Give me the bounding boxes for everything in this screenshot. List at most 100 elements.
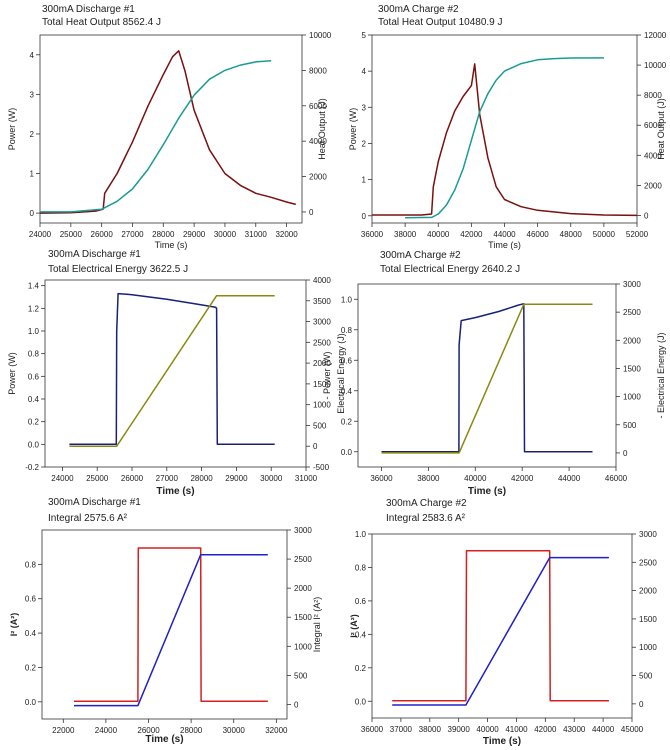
- x-tick-label: 24000: [29, 230, 52, 239]
- y-tick-label: 1.0: [28, 327, 40, 336]
- chart-panel: 300mA Charge #2 Total Electrical Energy 2…: [322, 250, 666, 497]
- x-tick-label: 38000: [394, 230, 417, 239]
- y-tick-label: 0.4: [341, 387, 353, 396]
- chart-panel: 300mA Charge #2 Total Heat Output 10480.9…: [348, 4, 667, 250]
- y-tick-label: 0: [30, 209, 35, 218]
- x-tick-label: 44000: [592, 725, 615, 734]
- y-tick-label: 0.8: [25, 560, 37, 569]
- y2-tick-label: 3000: [313, 318, 331, 327]
- x-tick-label: 25000: [60, 230, 83, 239]
- y2-tick-label: -500: [313, 463, 330, 472]
- y-tick-label: -0.2: [25, 463, 39, 472]
- plot-frame: [371, 533, 633, 719]
- y-tick-label: 0.0: [25, 698, 37, 707]
- chart-title: 300mA Charge #2: [386, 498, 467, 509]
- y2-tick-label: 6000: [309, 102, 327, 111]
- y2-tick-label: 2500: [639, 558, 657, 567]
- y-tick-label: 1.2: [28, 304, 40, 313]
- plot-frame: [39, 34, 303, 224]
- y2-tick-label: 500: [623, 421, 637, 430]
- y2-tick-label: 4000: [313, 276, 331, 285]
- y2-tick-label: 8000: [309, 66, 327, 75]
- y2-tick-label: 3500: [313, 297, 331, 306]
- y2-tick-label: 10000: [644, 61, 667, 70]
- x-tick-label: 42000: [534, 725, 557, 734]
- x-tick-label: 24000: [95, 726, 118, 735]
- y2-tick-label: 1500: [639, 615, 657, 624]
- y-axis-label: Power (W): [348, 108, 358, 151]
- x-tick-label: 28000: [190, 474, 213, 483]
- y-tick-label: 0.0: [355, 697, 367, 706]
- x-tick-label: 30000: [223, 726, 246, 735]
- x-tick-label: 32000: [275, 230, 298, 239]
- y-tick-label: 0.6: [25, 595, 37, 604]
- chart-panel: 300mA Discharge #1 Total Heat Output 8562…: [7, 4, 332, 250]
- y-tick-label: 2: [362, 139, 367, 148]
- x-tick-label: 44000: [558, 474, 581, 483]
- y2-tick-label: 1000: [623, 393, 641, 402]
- y2-tick-label: 0: [644, 211, 649, 220]
- y-tick-label: 0.4: [25, 629, 37, 638]
- x-tick-label: 36000: [361, 725, 384, 734]
- x-tick-label: 32000: [265, 726, 288, 735]
- x-tick-label: 37000: [390, 725, 413, 734]
- y2-tick-label: 4000: [644, 151, 662, 160]
- y2-tick-label: 2500: [623, 308, 641, 317]
- x-axis-label: Time (s): [156, 486, 194, 497]
- y-tick-label: 0.0: [341, 448, 353, 457]
- y2-tick-label: 6000: [644, 121, 662, 130]
- y2-tick-label: 1500: [294, 613, 312, 622]
- y-tick-label: 0.2: [355, 664, 367, 673]
- y2-tick-label: 2000: [309, 173, 327, 182]
- x-tick-label: 30000: [260, 474, 283, 483]
- x-tick-label: 40000: [476, 725, 499, 734]
- x-axis-label: Time (s): [155, 240, 188, 250]
- series-line-brown: [39, 50, 296, 214]
- series-line-blue: [392, 556, 609, 706]
- x-tick-label: 22000: [52, 726, 75, 735]
- chart-title: 300mA Discharge #1: [48, 249, 141, 260]
- y-tick-label: 3: [362, 103, 367, 112]
- y-tick-label: 0.6: [28, 372, 40, 381]
- y-tick-label: 1.0: [341, 295, 353, 304]
- x-tick-label: 25000: [86, 474, 109, 483]
- y-tick-label: 0.2: [341, 417, 353, 426]
- x-tick-label: 52000: [626, 230, 649, 239]
- x-axis-label: Time (s): [483, 736, 521, 747]
- x-tick-label: 26000: [137, 726, 160, 735]
- series-line-red: [392, 549, 609, 702]
- x-tick-label: 45000: [621, 725, 644, 734]
- y2-tick-label: 12000: [644, 31, 667, 40]
- x-tick-label: 41000: [505, 725, 528, 734]
- chart-subtitle: Total Electrical Energy 2640.2 J: [380, 264, 520, 275]
- y-tick-label: 0.6: [355, 597, 367, 606]
- x-tick-label: 28000: [152, 230, 175, 239]
- y-tick-label: 1: [362, 176, 367, 185]
- x-tick-label: 38000: [419, 725, 442, 734]
- x-tick-label: 36000: [370, 474, 393, 483]
- y2-tick-label: 1500: [623, 364, 641, 373]
- series-line-teal: [405, 57, 604, 219]
- y2-tick-label: 0: [639, 700, 644, 709]
- y2-tick-label: 2500: [313, 338, 331, 347]
- y2-tick-label: 2000: [313, 359, 331, 368]
- x-axis-label: Time (s): [488, 240, 521, 250]
- x-tick-label: 29000: [183, 230, 206, 239]
- y2-tick-label: 4000: [309, 137, 327, 146]
- y-tick-label: 1.0: [355, 530, 367, 539]
- x-tick-label: 42000: [460, 230, 483, 239]
- y2-tick-label: 0: [313, 442, 318, 451]
- chart-title: 300mA Discharge #1: [48, 497, 141, 508]
- y2-axis-label: Heat Output (J): [656, 98, 666, 160]
- chart-title: 300mA Charge #2: [380, 250, 461, 261]
- y-axis-label: I² (A²): [9, 613, 19, 637]
- y2-tick-label: 1000: [639, 643, 657, 652]
- x-tick-label: 36000: [361, 230, 384, 239]
- y2-tick-label: 2500: [294, 555, 312, 564]
- y2-tick-label: 0: [294, 700, 299, 709]
- x-tick-label: 26000: [91, 230, 114, 239]
- series-line-red: [74, 547, 268, 703]
- x-tick-label: 29000: [225, 474, 248, 483]
- series-line-teal: [40, 60, 272, 213]
- y-tick-label: 0.4: [355, 630, 367, 639]
